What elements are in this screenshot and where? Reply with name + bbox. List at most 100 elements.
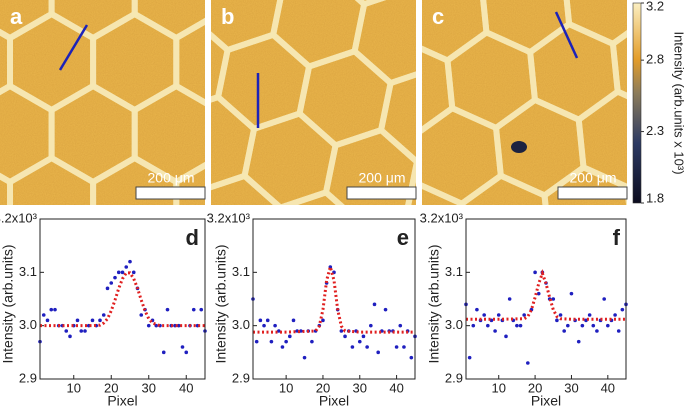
data-point: [45, 318, 50, 323]
data-point: [536, 291, 541, 296]
data-point: [53, 307, 57, 312]
data-point: [262, 323, 266, 328]
data-point: [321, 318, 325, 323]
plot: 2.9 3.0 3.1 3.2x10³ 10 20 30 40 e Pixel Intensity …: [207, 210, 417, 409]
x-tick-label: 30: [142, 380, 156, 395]
x-tick-label: 30: [353, 380, 367, 395]
data-point: [49, 307, 54, 312]
data-point: [526, 361, 530, 365]
data-point: [518, 323, 523, 328]
data-point: [124, 265, 129, 269]
fit-line: [253, 261, 415, 334]
data-point: [113, 275, 117, 280]
data-point: [184, 350, 189, 355]
data-point: [131, 270, 136, 275]
data-point: [280, 345, 285, 349]
plots: 2.9 3.0 3.1 3.2x10³ 10 20 30 40 d Pixel Intensity …: [0, 210, 628, 409]
data-point: [595, 329, 599, 333]
data-point: [343, 334, 347, 339]
data-point: [467, 355, 472, 360]
data-point: [79, 329, 84, 333]
data-point: [109, 281, 114, 285]
profile-line: [554, 11, 579, 59]
data-point: [580, 323, 585, 328]
y-tick-label: 2.9: [232, 370, 250, 385]
data-point: [365, 345, 369, 349]
grain-boundary: [511, 234, 612, 345]
data-point: [83, 329, 87, 333]
data-point: [616, 329, 621, 333]
data-point: [493, 329, 497, 333]
data-point: [369, 323, 373, 328]
data-point: [475, 307, 479, 312]
data-point: [265, 318, 270, 323]
scale-bar-label: 200 μm: [570, 170, 617, 186]
y-tick-label: 3.0: [445, 317, 463, 332]
micrograph: [0, 0, 205, 205]
data-point: [613, 313, 617, 317]
grain-boundary: [541, 163, 627, 205]
data-point: [591, 323, 596, 328]
x-tick-label: 20: [528, 380, 542, 395]
data-point: [90, 318, 95, 323]
data-point: [350, 345, 355, 349]
grain-boundary: [673, 222, 685, 326]
panel-label: f: [613, 225, 621, 250]
data-point: [199, 307, 204, 312]
data-point: [504, 334, 508, 339]
data-point: [75, 318, 80, 323]
scale-bar-label: 200 μm: [148, 170, 195, 186]
data-point: [551, 297, 556, 301]
data-point: [584, 318, 588, 323]
panel-label: a: [10, 4, 23, 29]
grain-boundary: [173, 161, 205, 205]
grain-boundary: [260, 264, 352, 368]
data-point: [558, 313, 563, 317]
data-point: [273, 323, 277, 328]
x-axis-title: Pixel: [107, 393, 137, 409]
colorbar-tick-label: 3.2: [646, 0, 664, 13]
scale-bar-label: 200 μm: [359, 170, 406, 186]
data-point: [576, 339, 581, 344]
profile-line: [58, 24, 89, 71]
y-axis-title: Intensity (arb.units): [426, 244, 442, 363]
data-point: [165, 307, 170, 312]
y-tick-label: 3.0: [19, 317, 37, 332]
y-tick-label: 3.1: [19, 264, 37, 279]
y-tick-label: 3.2x10³: [0, 210, 38, 225]
colorbar-gradient: [632, 2, 642, 204]
plot-frame: [39, 218, 206, 380]
data-point: [602, 297, 606, 301]
colorbar-tick-label: 1.8: [646, 190, 664, 205]
data-point: [522, 313, 526, 317]
x-tick-label: 20: [104, 380, 118, 395]
y-tick-label: 3.1: [445, 264, 463, 279]
y-tick-label: 3.2x10³: [420, 210, 464, 225]
grain-boundary: [322, 126, 416, 205]
data-point: [606, 323, 610, 328]
data-point: [105, 286, 110, 291]
data-point: [254, 339, 259, 344]
x-tick-label: 10: [491, 380, 505, 395]
plot: 2.9 3.0 3.1 3.2x10³ 10 20 30 40 d Pixel Intensity …: [0, 210, 207, 409]
grain-boundary: [575, 88, 627, 191]
x-tick-label: 10: [67, 380, 81, 395]
plot-frame: [252, 218, 416, 380]
data-point: [98, 318, 102, 323]
data-point: [41, 313, 46, 317]
panel-label: c: [432, 4, 444, 29]
grain-boundary: [609, 12, 627, 115]
data-point: [515, 323, 519, 328]
colorbar-tick-label: 2.3: [646, 123, 664, 138]
data-point: [64, 329, 69, 333]
x-axis-title: Pixel: [531, 393, 561, 409]
data-point: [398, 323, 403, 328]
grain-boundary: [377, 64, 416, 166]
data-point: [258, 318, 263, 323]
data-point: [562, 329, 566, 333]
grain-boundary: [343, 256, 435, 360]
grain-boundary: [293, 263, 394, 374]
scale-bar: [135, 186, 206, 200]
